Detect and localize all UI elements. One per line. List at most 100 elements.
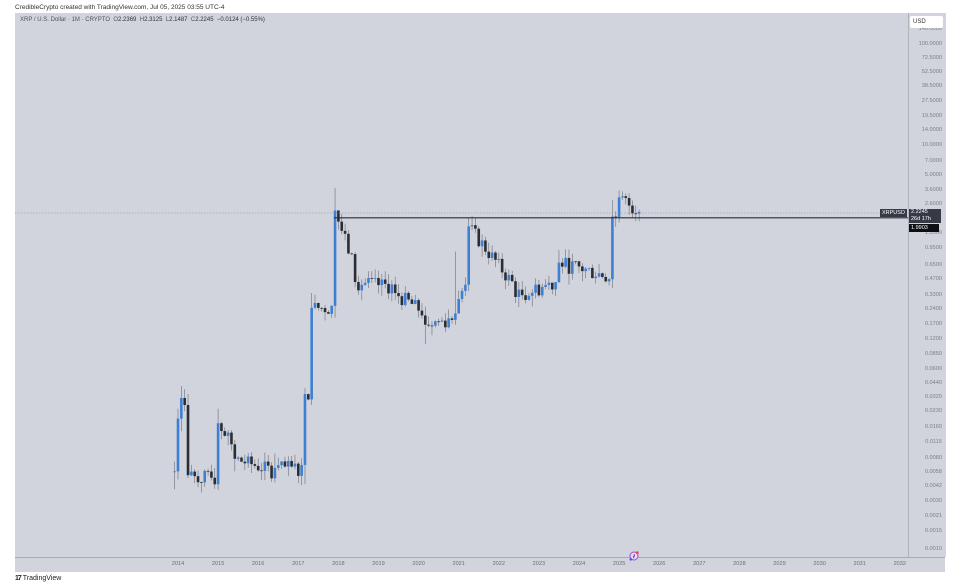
candle [420,310,424,316]
time-axis-label: 2019 [372,561,385,567]
price-axis-label: 0.4700 [924,276,942,283]
price-axis-label: 27.5000 [921,97,942,104]
price-axis-label: 100.0000 [918,41,942,47]
candle [307,394,310,400]
candle [173,471,176,473]
time-axis-label: 2030 [813,561,826,567]
candle [410,299,414,304]
candle [517,289,521,297]
candle [216,423,220,485]
price-axis-label: 0.3300 [924,291,942,298]
candle [337,210,340,222]
candle [534,284,537,293]
events-icon[interactable] [629,548,639,561]
price-axis-label: 0.0160 [924,424,942,431]
open-value: 2.2369 [118,17,137,23]
candle [186,404,190,476]
candle [236,457,240,459]
candle [393,284,397,294]
candle [591,267,594,279]
candle [587,267,591,269]
candle [500,258,504,273]
candle [243,461,247,464]
price-axis-label: 7.0000 [924,157,942,164]
candle [530,292,534,296]
last-price-tag: 2.2245 26d 17h [909,209,941,223]
candle [430,325,434,327]
candle [547,282,551,285]
price-axis-label: 2.6000 [924,201,942,208]
candle [323,307,327,313]
candle [520,289,524,296]
horizontal-line-price-tag: 1.9903 [909,224,939,232]
candle [577,261,581,267]
candle [300,464,303,476]
candle [273,467,277,479]
symbol-name[interactable]: XRP / U.S. Dollar · 1M · CRYPTO [20,17,111,23]
candle [447,318,450,328]
candle [310,307,313,400]
candle [400,296,404,306]
price-axis-label: 10.0000 [921,142,942,148]
price-axis-label: 0.0030 [924,497,942,504]
candle [380,279,384,286]
candle [490,252,494,259]
price-axis[interactable]: 140.0000 100.0000 72.5000 52.5000 38.5000 27.… [908,13,946,557]
candle [357,282,360,291]
high-value: 2.3125 [144,17,163,23]
candle [560,262,564,267]
candle [350,253,354,255]
time-axis-label: 2014 [171,561,185,567]
candle [614,216,618,218]
low-value: 2.1487 [169,17,188,23]
candle [504,272,507,281]
candle [377,277,380,286]
symbol-legend: XRP / U.S. Dollar · 1M · CRYPTO O2.2369 … [20,17,265,23]
symbol-price-tag: XRPUSD [880,209,907,217]
candle [196,476,200,483]
bar-countdown: 26d 17h [911,216,931,222]
candle [263,461,267,471]
price-axis-label: 0.2400 [924,305,942,312]
currency-button[interactable]: USD [910,16,943,28]
candle [467,226,471,285]
candle [524,295,527,300]
price-axis-label: 0.0600 [924,366,942,373]
candle [230,432,233,445]
candle [303,394,307,465]
price-axis-label: 0.0021 [924,513,942,520]
candle [594,276,598,279]
candle [537,284,541,296]
candle [464,284,467,291]
candle [597,273,601,277]
candle [407,292,410,300]
candle [450,318,454,320]
candle [567,257,571,274]
chart-pane[interactable]: XRP / U.S. Dollar · 1M · CRYPTO O2.2369 … [15,13,908,557]
candle [550,282,554,290]
candle [403,292,407,306]
candle [581,266,584,272]
price-axis-label: 0.9500 [924,245,942,252]
time-axis-label: 2020 [412,561,425,567]
candle [226,432,230,436]
candle [276,465,280,468]
candle [470,225,474,227]
candle [317,303,320,308]
candle [427,324,430,326]
change-value: −0.0124 (−0.55%) [216,17,265,23]
candle [437,321,440,323]
candle [223,431,227,436]
candle [484,240,487,252]
price-axis-label: 3.6000 [924,186,942,193]
candle [176,418,180,472]
candle [460,290,464,300]
time-axis[interactable]: 2014 2015 2016 2017 2018 2019 2020 2021 2022 2023… [15,557,945,572]
close-value: 2.2245 [195,17,214,23]
candle [370,278,374,279]
candle [634,213,638,215]
price-axis-label: 1.3500 [924,229,942,236]
candle [510,274,514,282]
price-axis-label: 0.0230 [924,408,942,415]
